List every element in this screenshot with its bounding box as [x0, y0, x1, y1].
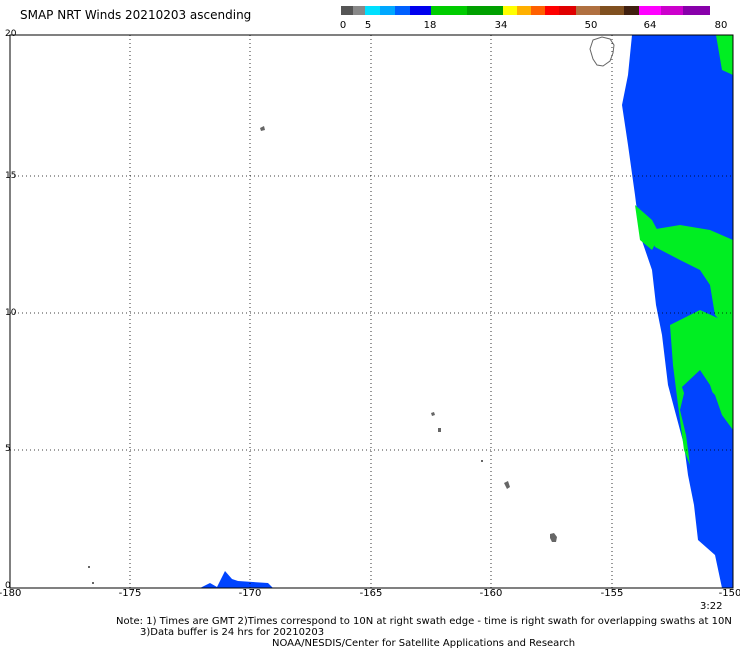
colorbar-swatch: [531, 6, 545, 15]
y-tick-label: 15: [5, 171, 17, 181]
wind-swath-blue-pocket: [682, 370, 715, 415]
swath-time-label: 3:22: [700, 601, 723, 612]
colorbar-swatch: [395, 6, 410, 15]
x-tick-label: -180: [0, 588, 22, 599]
colorbar-swatch: [624, 6, 639, 15]
colorbar-label-0: 0: [339, 20, 347, 31]
map-frame: [9, 34, 734, 589]
x-tick-label: -155: [600, 588, 624, 599]
colorbar-label-80: 80: [714, 20, 728, 31]
x-tick-label: -160: [479, 588, 503, 599]
island-hawaii-top: [589, 36, 615, 67]
island-nihoa: [260, 126, 265, 131]
colorbar-label-5: 5: [364, 20, 372, 31]
x-tick-label: -165: [359, 588, 383, 599]
colorbar-swatch: [431, 6, 467, 15]
island-howland: [92, 582, 94, 584]
wind-speed-colorbar: 0 5 18 34 50 64 80: [339, 6, 731, 32]
island-jarvis: [550, 533, 557, 542]
colorbar-label-18: 18: [423, 20, 437, 31]
colorbar-label-64: 64: [643, 20, 657, 31]
colorbar-swatch: [576, 6, 600, 15]
wind-swath-green-b: [650, 225, 733, 335]
map-canvas: [9, 34, 734, 589]
map-title: SMAP NRT Winds 20210203 ascending: [20, 8, 252, 22]
footnote-line-1: Note: 1) Times are GMT 2)Times correspon…: [116, 616, 732, 627]
colorbar-swatch: [639, 6, 661, 15]
colorbar-swatch: [661, 6, 683, 15]
colorbar-swatch: [365, 6, 380, 15]
island-palmyra: [481, 460, 483, 462]
colorbar-swatch: [503, 6, 517, 15]
footnote-line-3: NOAA/NESDIS/Center for Satellite Applica…: [272, 638, 576, 649]
y-tick-label: 0: [5, 581, 11, 591]
island-johnston: [431, 412, 435, 416]
y-tick-label: 5: [5, 444, 11, 454]
colorbar-label-50: 50: [584, 20, 598, 31]
wind-swath-blue: [622, 35, 733, 588]
island-kiritimati: [504, 481, 510, 489]
colorbar-swatch: [410, 6, 431, 15]
colorbar-swatch: [467, 6, 503, 15]
footnote-line-2: 3)Data buffer is 24 hrs for 20210203: [140, 627, 325, 638]
x-tick-label: -170: [238, 588, 262, 599]
wind-swath-green-top: [716, 35, 733, 75]
colorbar-swatch: [559, 6, 576, 15]
colorbar-swatch: [380, 6, 395, 15]
colorbar-swatch: [341, 6, 353, 15]
graticule: [10, 35, 733, 588]
wind-swath-green-c: [670, 310, 733, 465]
x-tick-label: -175: [118, 588, 142, 599]
wind-swath-green-d: [715, 330, 733, 365]
colorbar-label-34: 34: [494, 20, 508, 31]
map-plot-area[interactable]: [9, 34, 734, 589]
x-tick-label: -150: [718, 588, 740, 599]
footnotes: Note: 1) Times are GMT 2)Times correspon…: [116, 616, 732, 649]
y-tick-label: 10: [5, 308, 17, 318]
colorbar-swatch: [600, 6, 624, 15]
colorbar-swatch: [517, 6, 531, 15]
y-tick-label: 20: [5, 29, 17, 39]
wind-patch-bottom: [200, 571, 273, 588]
colorbar-swatch: [353, 6, 365, 15]
colorbar-swatch: [683, 6, 710, 15]
island-baker: [88, 566, 90, 568]
colorbar-swatch: [545, 6, 559, 15]
island-kingman: [438, 428, 441, 432]
